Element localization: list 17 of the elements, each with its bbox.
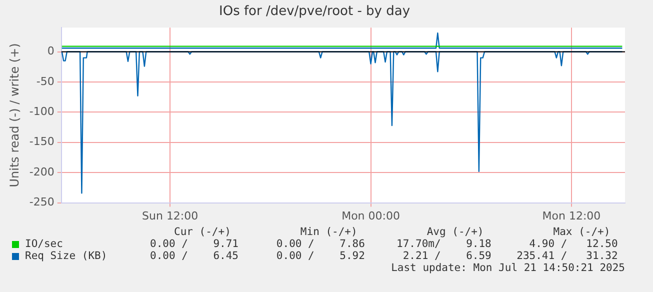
text: Cur (-/+) Min (-/+) Avg (-/+) Max (-/+) bbox=[173, 226, 612, 238]
y-axis-title: Units read (-) / write (+) bbox=[7, 43, 22, 188]
y-tick-label: -100 bbox=[29, 105, 54, 118]
chart-title: IOs for /dev/pve/root - by day bbox=[218, 4, 410, 20]
text: Last update: Mon Jul 21 14:50:21 2025 bbox=[390, 262, 626, 274]
x-tick-label: Mon 12:00 bbox=[542, 209, 601, 222]
y-tick-label: 0 bbox=[47, 44, 54, 58]
text: 0.00 / 6.45 0.00 / 5.92 2.21 / 6.59 235.41 / 31.32 bbox=[150, 250, 618, 262]
text: 0.00 / 9.71 0.00 / 7.86 17.70m/ 9.18 4.90 / 12.50 bbox=[150, 238, 618, 250]
legend-label: IO/sec bbox=[25, 238, 64, 250]
y-tick-label: -200 bbox=[29, 165, 54, 178]
x-tick-label: Mon 00:00 bbox=[342, 209, 400, 222]
y-tick-label: -150 bbox=[29, 135, 54, 148]
y-tick-label: -50 bbox=[36, 74, 54, 88]
x-tick-label: Sun 12:00 bbox=[142, 209, 198, 222]
legend-label: Req Size (KB) bbox=[25, 250, 108, 262]
y-tick-label: -250 bbox=[29, 196, 54, 209]
